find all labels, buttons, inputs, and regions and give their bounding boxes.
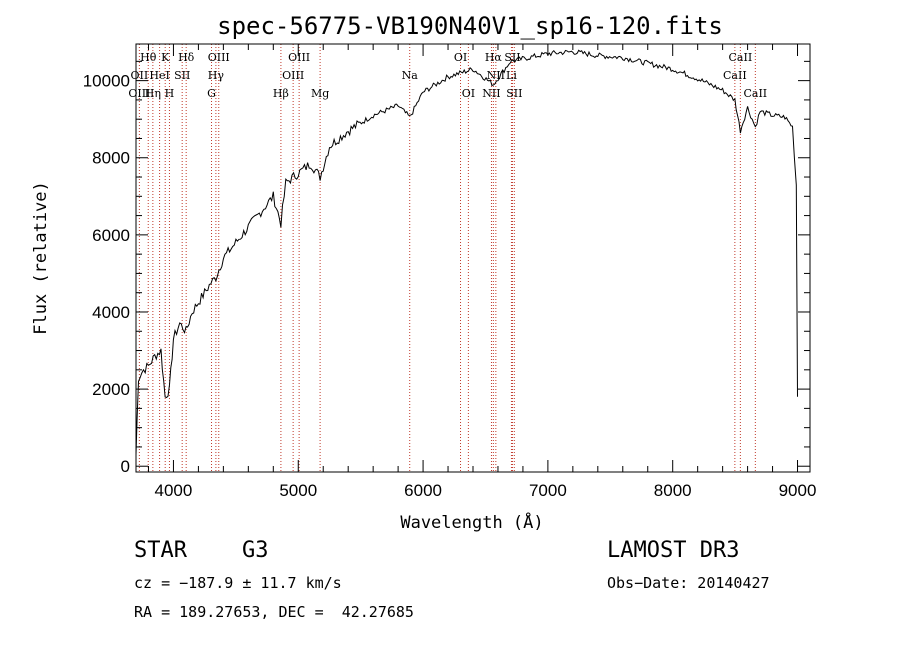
- y-axis-label: Flux (relative): [31, 181, 51, 335]
- x-tick-label: 5000: [279, 481, 317, 500]
- line-annotation: NII: [487, 69, 505, 82]
- line-annotation: Li: [506, 69, 517, 82]
- line-annotation: G: [207, 87, 216, 100]
- line-annotation: OIII: [208, 51, 230, 64]
- chart-title: spec-56775-VB190N40V1_sp16-120.fits: [217, 12, 723, 40]
- x-tick-label: 7000: [529, 481, 567, 500]
- line-annotation: OI: [462, 87, 475, 100]
- y-tick-label: 6000: [92, 226, 130, 245]
- y-tick-label: 10000: [83, 72, 130, 91]
- line-annotation: OII: [131, 69, 149, 82]
- line-annotation: Hβ: [273, 87, 289, 100]
- y-tick-label: 0: [121, 457, 130, 476]
- line-annotation: K: [161, 51, 170, 64]
- redshift-text: cz = −187.9 ± 11.7 km/s: [134, 574, 342, 592]
- line-annotation: OIII: [288, 51, 310, 64]
- line-annotation: SII: [174, 69, 190, 82]
- line-annotation: SII: [506, 87, 522, 100]
- x-tick-label: 4000: [155, 481, 193, 500]
- line-annotation: OI: [454, 51, 467, 64]
- line-annotation: CaII: [729, 51, 753, 64]
- line-annotation: OIII: [128, 87, 150, 100]
- x-tick-label: 8000: [654, 481, 692, 500]
- line-annotation: CaII: [743, 87, 767, 100]
- line-annotation: NII: [482, 87, 500, 100]
- line-annotation: Hδ: [178, 51, 195, 64]
- x-axis-label: Wavelength (Å): [400, 511, 543, 533]
- line-annotation: SII: [504, 51, 520, 64]
- x-tick-label: 6000: [404, 481, 442, 500]
- object-class: STAR: [134, 538, 187, 563]
- line-annotation: Mg: [311, 87, 329, 100]
- line-annotation: Hθ: [140, 51, 157, 64]
- coordinates-text: RA = 189.27653, DEC = 42.27685: [134, 603, 414, 621]
- plot-frame: [135, 43, 811, 473]
- line-annotation: OIII: [282, 69, 304, 82]
- line-annotation: Hα: [485, 51, 503, 64]
- x-tick-label: 9000: [779, 481, 817, 500]
- spectrum-line: [135, 49, 798, 455]
- line-annotation: CaII: [723, 69, 747, 82]
- object-subclass: G3: [242, 538, 269, 563]
- y-tick-label: 4000: [92, 303, 130, 322]
- line-annotation: Na: [402, 69, 419, 82]
- survey-name: LAMOST DR3: [607, 538, 740, 563]
- line-annotation: Hγ: [208, 69, 225, 82]
- line-annotation: H: [165, 87, 175, 100]
- obs-date-text: Obs−Date: 20140427: [607, 574, 770, 592]
- y-tick-label: 8000: [92, 149, 130, 168]
- line-annotation: HeI: [149, 69, 169, 82]
- line-annotation: Hη: [145, 87, 161, 100]
- y-tick-label: 2000: [92, 380, 130, 399]
